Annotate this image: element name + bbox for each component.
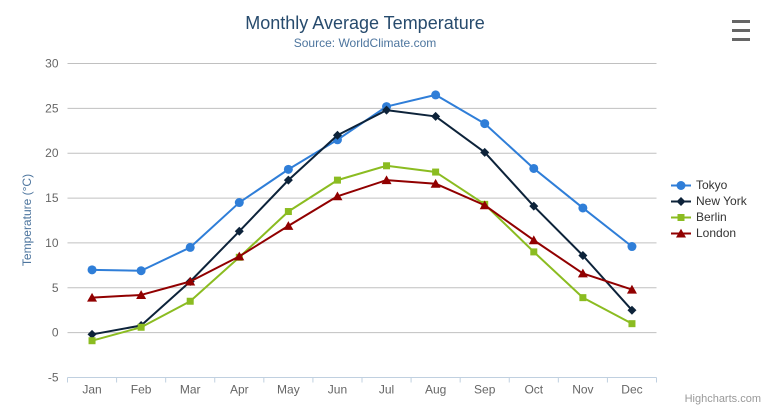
marker-diamond [480, 147, 490, 157]
marker-diamond [382, 105, 392, 115]
marker-square [432, 168, 440, 176]
x-axis-label: Jun [328, 383, 347, 397]
marker-square [530, 248, 538, 256]
marker-triangle [87, 292, 98, 302]
export-menu-button[interactable] [732, 20, 750, 41]
marker-diamond [87, 329, 97, 339]
series-line [91, 179, 633, 299]
marker-triangle [430, 178, 441, 188]
marker-triangle [626, 284, 637, 294]
y-axis-label: 5 [52, 281, 59, 295]
marker-triangle [676, 228, 686, 237]
marker-circle [529, 163, 539, 173]
legend-item-berlin[interactable]: Berlin [671, 209, 747, 225]
marker-diamond [578, 250, 588, 260]
y-axis-label: 0 [52, 326, 59, 340]
legend-item-tokyo[interactable]: Tokyo [671, 177, 747, 193]
marker-square [677, 213, 685, 221]
marker-triangle [528, 235, 539, 245]
credits-link[interactable]: Highcharts.com [684, 393, 761, 405]
marker-square [186, 297, 194, 305]
y-axis-label: 10 [45, 236, 59, 250]
marker-triangle [479, 200, 490, 210]
marker-diamond [529, 201, 539, 211]
legend-label: Tokyo [696, 178, 728, 192]
marker-triangle [577, 268, 588, 278]
x-axis-label: Feb [131, 383, 152, 397]
marker-triangle [136, 290, 147, 299]
y-axis-label: 25 [45, 101, 59, 115]
series-line [91, 109, 633, 336]
legend: Tokyo New York Berlin London [671, 177, 747, 241]
marker-circle [234, 198, 244, 208]
x-axis-label: Mar [180, 383, 201, 397]
x-axis-label: Nov [572, 383, 593, 397]
marker-diamond [332, 130, 342, 140]
y-axis-label: 30 [45, 57, 59, 71]
series-line [91, 93, 633, 272]
marker-diamond [234, 226, 244, 236]
y-axis-label: 20 [45, 146, 59, 160]
legend-symbol [671, 213, 691, 221]
marker-circle [431, 90, 441, 100]
marker-diamond [676, 196, 686, 206]
hamburger-icon [732, 29, 750, 32]
marker-square [383, 162, 391, 170]
x-axis-label: Jul [379, 383, 394, 397]
marker-square [333, 176, 341, 184]
marker-diamond [283, 175, 293, 185]
x-axis-label: Sep [474, 383, 496, 397]
x-axis-label: May [277, 383, 300, 397]
marker-circle [87, 265, 97, 275]
marker-triangle [283, 221, 294, 230]
hamburger-icon [732, 20, 750, 23]
legend-label: Berlin [696, 210, 727, 224]
series-new-york [87, 105, 637, 339]
chart-title: Monthly Average Temperature [245, 13, 485, 33]
marker-square [137, 323, 145, 331]
marker-circle [480, 119, 490, 129]
marker-circle [627, 242, 637, 252]
legend-label: New York [696, 194, 747, 208]
marker-circle [578, 203, 588, 213]
marker-triangle [234, 251, 245, 261]
x-axis-label: Oct [524, 383, 543, 397]
marker-triangle [381, 175, 392, 185]
legend-item-london[interactable]: London [671, 225, 747, 241]
x-axis-label: Aug [425, 383, 446, 397]
marker-square [88, 337, 96, 345]
marker-circle [676, 180, 686, 190]
y-axis-label: 15 [45, 191, 59, 205]
marker-triangle [332, 191, 343, 201]
marker-circle [283, 164, 293, 174]
marker-diamond [431, 111, 441, 121]
legend-symbol [671, 228, 691, 237]
legend-label: London [696, 226, 737, 240]
marker-square [579, 294, 587, 302]
marker-square [628, 320, 636, 328]
marker-circle [185, 242, 195, 252]
x-axis-label: Dec [621, 383, 642, 397]
hamburger-icon [732, 38, 750, 41]
series-tokyo [87, 90, 637, 276]
series-line [91, 164, 633, 342]
marker-square [284, 208, 292, 216]
marker-diamond [627, 305, 637, 315]
y-axis-label: -5 [48, 371, 59, 385]
x-axis-label: Jan [82, 383, 101, 397]
marker-triangle [185, 276, 196, 286]
legend-symbol [671, 196, 691, 206]
x-axis-label: Apr [230, 383, 249, 397]
legend-item-new-york[interactable]: New York [671, 193, 747, 209]
chart-subtitle: Source: WorldClimate.com [293, 36, 437, 50]
marker-circle [136, 266, 146, 276]
legend-symbol [671, 180, 691, 190]
series-london [87, 175, 637, 302]
